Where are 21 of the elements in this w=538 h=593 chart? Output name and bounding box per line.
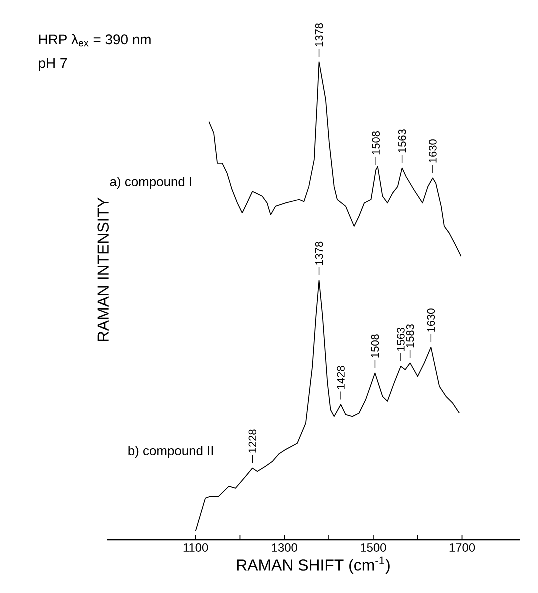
annotation: 1228: [248, 430, 257, 453]
text: HRP λ$_{ex}$ = 390 nm: [39, 34, 151, 47]
annotation: 1563: [397, 328, 405, 351]
text: pH 7: [39, 58, 67, 72]
annotation: 1630: [427, 308, 436, 332]
annotation: 1428: [337, 366, 345, 390]
text: a) compound I: [110, 176, 192, 190]
x-tick-label: 1700: [450, 544, 476, 552]
annotation: 1508: [372, 132, 380, 155]
y-axis-title: RAMAN INTENSITY: [98, 198, 109, 342]
annotation: 1583: [406, 324, 414, 348]
x-tick-label: 1500: [361, 544, 386, 552]
x-tick-label: 1300: [272, 544, 298, 552]
x-axis-title: RAMAN SHIFT (cm$^{-1}$): [237, 556, 390, 574]
annotation: 1563: [398, 130, 406, 153]
annotation: 1378: [315, 242, 324, 265]
text: b) compound II: [128, 446, 214, 458]
annotation: 1630: [429, 140, 437, 163]
annotation: 1508: [371, 334, 380, 358]
annotation: 1378: [315, 24, 324, 47]
x-tick-label: 1100: [184, 544, 208, 552]
